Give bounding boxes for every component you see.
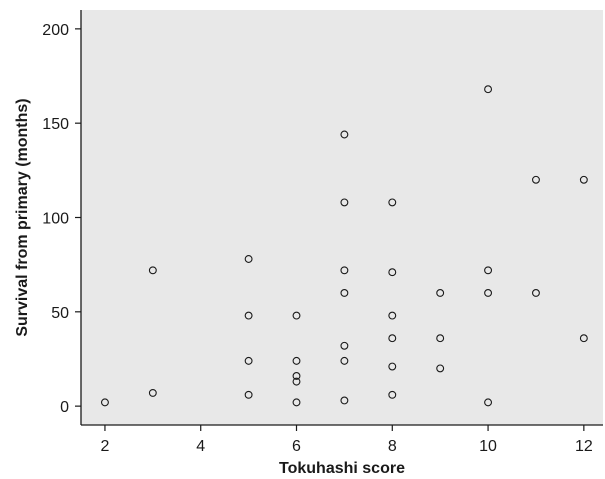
data-point — [100, 398, 109, 407]
data-point — [484, 398, 493, 407]
data-point — [436, 334, 445, 343]
data-point — [148, 388, 157, 397]
data-point — [388, 390, 397, 399]
data-point — [292, 377, 301, 386]
data-point — [340, 289, 349, 297]
data-point — [484, 85, 493, 94]
data-point — [292, 311, 301, 320]
x-tick-label: 10 — [479, 438, 497, 455]
data-point — [388, 268, 397, 277]
data-point — [244, 311, 253, 320]
data-point — [484, 266, 493, 275]
data-point — [292, 372, 301, 380]
y-tick-label: 200 — [42, 22, 69, 39]
data-point — [292, 398, 301, 407]
data-point — [388, 198, 397, 207]
y-axis-title: Survival from primary (months) — [14, 98, 31, 336]
data-point — [148, 266, 157, 275]
data-point — [388, 311, 397, 320]
data-point — [292, 356, 301, 365]
data-point — [340, 266, 349, 275]
y-tick-label: 150 — [42, 116, 69, 133]
data-points — [100, 85, 588, 407]
y-tick-label: 100 — [42, 211, 69, 228]
data-point — [340, 341, 349, 350]
data-point — [244, 390, 253, 399]
data-point — [340, 198, 349, 207]
data-point — [484, 289, 493, 297]
plot-area — [81, 10, 603, 425]
data-point — [532, 175, 540, 184]
data-point — [244, 255, 253, 263]
data-point — [340, 356, 349, 365]
y-tick-label: 0 — [60, 399, 69, 416]
data-point — [579, 334, 588, 343]
data-point — [244, 356, 253, 365]
data-point — [340, 396, 349, 405]
data-point — [340, 130, 349, 139]
axis-ticks: 2 4 6 8 10 12 0 50 100 150 200 — [42, 22, 593, 455]
y-tick-label: 50 — [51, 305, 69, 322]
data-point — [579, 175, 588, 184]
x-tick-label: 2 — [100, 438, 109, 455]
x-tick-label: 8 — [388, 438, 397, 455]
x-tick-label: 12 — [575, 438, 593, 455]
data-point — [436, 364, 445, 373]
data-point — [532, 289, 540, 297]
x-tick-label: 4 — [196, 438, 205, 455]
data-point — [388, 362, 397, 371]
data-point — [388, 334, 397, 343]
x-tick-label: 6 — [292, 438, 301, 455]
x-axis-title: Tokuhashi score — [279, 460, 405, 477]
data-point — [436, 289, 445, 297]
